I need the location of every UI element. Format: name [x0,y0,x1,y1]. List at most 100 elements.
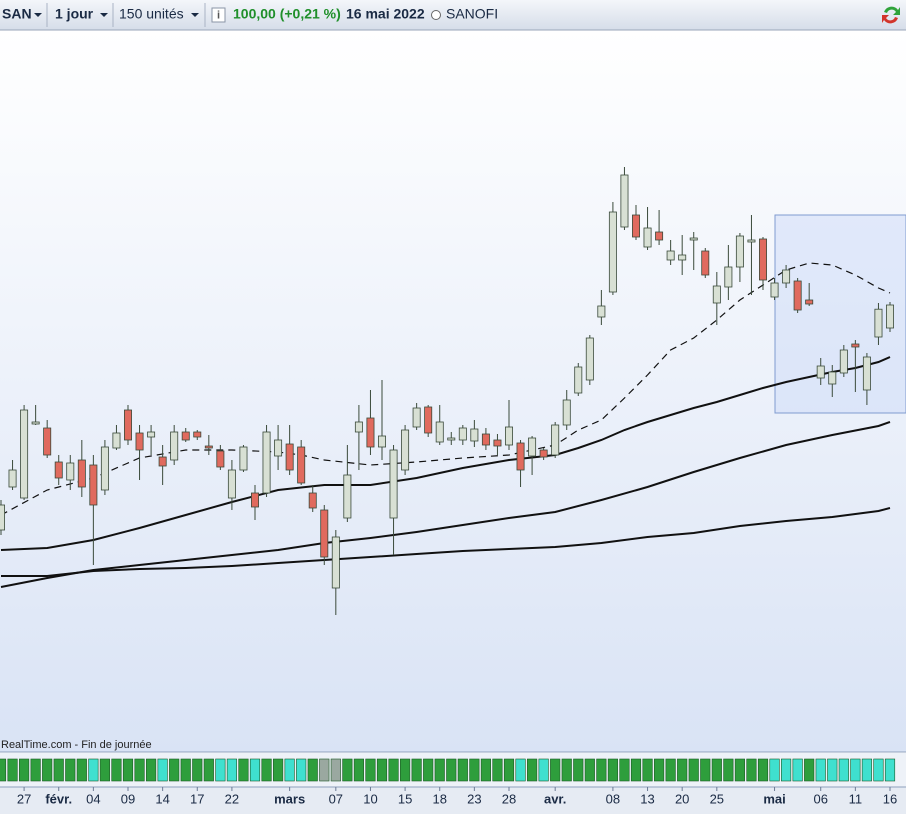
x-tick-label: mai [763,791,785,806]
signal-box [30,758,41,782]
signal-box [492,758,503,782]
signal-box [180,758,191,782]
x-tick-label: 23 [467,791,481,806]
x-tick-label: févr. [45,791,72,806]
signal-box [850,758,861,782]
dropdown-arrow[interactable] [191,13,199,17]
candle-body [655,231,664,241]
candle-body [551,424,560,456]
dropdown-arrow[interactable] [34,13,42,17]
candle-body [412,407,421,428]
candle-body [493,439,502,447]
signal-box [53,758,64,782]
candle-body [239,446,248,471]
signal-box [746,758,757,782]
signal-box [607,758,618,782]
signal-box [480,758,491,782]
x-tick-label: 17 [190,791,204,806]
signal-box [573,758,584,782]
signal-box [353,758,364,782]
candle-body [8,469,17,488]
candle-body [0,504,5,531]
x-axis-band [0,787,906,814]
x-tick-label: 22 [225,791,239,806]
signal-box [527,758,538,782]
signal-box [226,758,237,782]
signal-box [838,758,849,782]
candle-body [147,431,156,438]
candle-body [839,349,848,374]
signal-box [630,758,642,782]
units[interactable]: 150 unités [119,6,184,22]
signal-box [42,758,53,782]
signal-box [827,758,838,782]
radio[interactable] [431,10,441,20]
signal-box [273,758,284,782]
candle-body [251,492,259,508]
candle-body [297,446,306,484]
x-tick-label: 28 [502,791,516,806]
signal-box [804,758,815,782]
candle-body [31,421,40,425]
refresh-icon[interactable] [884,6,900,15]
signal-box [596,758,607,782]
refresh-icon[interactable] [882,15,898,24]
signal-box [757,758,769,782]
signal-box [296,758,307,782]
signal-box [388,758,399,782]
candle-body [54,461,63,479]
signal-box [781,758,792,782]
signal-box [99,758,110,782]
signal-box [861,758,872,782]
signal-box [157,758,168,782]
signal-box [146,758,157,782]
period[interactable]: 1 jour [55,6,94,22]
info-icon[interactable] [211,7,226,23]
candle-body [274,439,283,457]
signal-box [503,758,515,782]
signal-box [469,758,480,782]
signal-box [423,758,434,782]
x-tick-label: 15 [398,791,412,806]
signal-box [134,758,145,782]
signal-box [365,758,376,782]
candle-body [424,406,433,434]
candle-body [354,421,363,433]
candle-body [805,299,814,305]
x-tick-label: 27 [17,791,31,806]
x-tick-label: 09 [121,791,135,806]
plot [0,167,894,615]
candle-body [389,449,398,519]
signal-box [688,758,699,782]
signal-box [642,758,653,782]
signal-strip [0,758,896,782]
signal-box [330,758,341,782]
candle-body [262,431,271,494]
candle-body [735,235,744,268]
signal-box [411,758,422,782]
signal-box [619,758,630,782]
candle-body [712,285,721,304]
x-tick-label: 16 [883,791,897,806]
candle-body [285,443,294,471]
signal-box [284,758,295,782]
x-tick-label: 06 [813,791,827,806]
dropdown-arrow[interactable] [100,13,108,17]
candle-body [170,431,179,461]
candle-body [770,282,779,298]
candle-body [585,337,594,381]
candle-body [505,426,513,446]
candle-body [331,536,340,589]
symbol[interactable]: SAN [2,6,32,22]
candle-body [308,492,317,509]
candle-body [528,437,537,457]
candle-body [759,238,767,281]
signal-box [76,758,87,782]
candle-body [124,409,132,441]
candle-body [620,174,629,228]
signal-box [711,758,722,782]
x-axis: 27 févr. 04 09 14 17 22 mars 07 10 15 18 23 28 avr. 08 1… [17,787,897,806]
signal-box [723,758,734,782]
candle-body [862,356,871,391]
signal-box [434,758,445,782]
